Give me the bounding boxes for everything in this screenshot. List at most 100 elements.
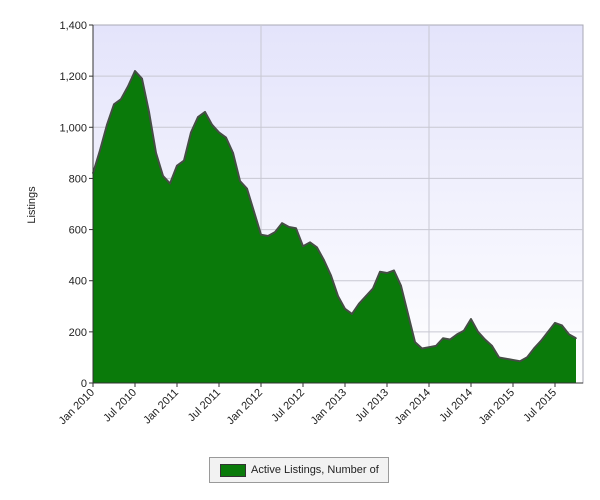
data-point bbox=[484, 338, 486, 341]
data-point bbox=[386, 272, 388, 274]
data-point bbox=[533, 347, 535, 350]
x-tick-label: Jan 2010 bbox=[57, 387, 97, 427]
data-point bbox=[470, 318, 472, 320]
data-point bbox=[127, 85, 129, 88]
data-point bbox=[435, 345, 437, 347]
y-tick-label: 1,200 bbox=[59, 71, 87, 83]
data-point bbox=[575, 337, 577, 340]
data-point bbox=[302, 245, 304, 247]
data-point bbox=[183, 159, 185, 162]
data-point bbox=[442, 337, 444, 340]
x-tick-label: Jul 2010 bbox=[101, 387, 139, 425]
data-point bbox=[260, 233, 262, 236]
data-point bbox=[218, 131, 220, 134]
data-point bbox=[309, 241, 311, 244]
data-point bbox=[421, 347, 423, 350]
legend-label: Active Listings, Number of bbox=[251, 464, 379, 476]
data-point bbox=[393, 269, 395, 272]
y-tick-label: 200 bbox=[69, 327, 87, 339]
data-point bbox=[428, 346, 430, 349]
legend-swatch bbox=[220, 463, 246, 477]
data-point bbox=[512, 359, 514, 361]
data-point bbox=[463, 329, 465, 332]
data-point bbox=[323, 259, 325, 262]
x-tick-label: Jul 2015 bbox=[521, 387, 559, 425]
data-point bbox=[554, 322, 556, 324]
data-point bbox=[351, 313, 353, 315]
x-tick-label: Jul 2014 bbox=[437, 387, 475, 425]
data-point bbox=[190, 131, 192, 134]
x-tick-label: Jul 2011 bbox=[186, 387, 223, 424]
x-tick-label: Jan 2015 bbox=[477, 387, 517, 427]
data-point bbox=[225, 136, 227, 139]
x-tick-label: Jul 2012 bbox=[269, 387, 307, 425]
data-point bbox=[113, 103, 115, 106]
data-point bbox=[141, 77, 143, 80]
data-point bbox=[176, 164, 178, 167]
data-point bbox=[267, 235, 269, 237]
data-point bbox=[148, 111, 150, 113]
data-point bbox=[155, 152, 157, 154]
series-area-layer bbox=[92, 70, 577, 383]
x-tick-labels: Jan 2010 Jul 2010 Jan 2011 Jul 2011 Jan 2012… bbox=[57, 387, 559, 427]
y-axis-title: Listings bbox=[26, 186, 38, 224]
y-tick-label: 800 bbox=[69, 173, 87, 185]
data-point bbox=[253, 210, 255, 213]
data-point bbox=[330, 274, 332, 277]
data-point bbox=[246, 187, 248, 190]
data-point bbox=[197, 116, 199, 118]
y-tick-label: 1,400 bbox=[59, 20, 87, 32]
data-point bbox=[120, 98, 122, 100]
data-point bbox=[162, 175, 164, 177]
x-tick-label: Jan 2014 bbox=[393, 387, 433, 427]
axes bbox=[89, 24, 583, 387]
data-point bbox=[211, 123, 213, 126]
data-point bbox=[526, 356, 528, 359]
data-point bbox=[232, 152, 234, 154]
data-point bbox=[505, 357, 507, 360]
data-point bbox=[400, 285, 402, 287]
data-point bbox=[134, 70, 136, 72]
data-point bbox=[449, 338, 451, 341]
data-point bbox=[491, 345, 493, 347]
y-tick-label: 600 bbox=[69, 225, 87, 237]
y-tick-labels: 0 200 400 600 800 1,000 1,200 1,400 bbox=[59, 20, 87, 390]
data-point bbox=[547, 331, 549, 333]
data-point bbox=[379, 270, 381, 273]
x-tick-label: Jan 2013 bbox=[309, 387, 349, 427]
data-point bbox=[274, 231, 276, 233]
data-point bbox=[288, 226, 290, 228]
data-point bbox=[568, 333, 570, 336]
data-point bbox=[106, 123, 108, 126]
data-point bbox=[414, 341, 416, 343]
data-point bbox=[519, 360, 521, 363]
x-tick-label: Jan 2012 bbox=[225, 387, 265, 427]
data-point bbox=[358, 302, 360, 305]
data-point bbox=[540, 340, 542, 342]
y-tick-label: 1,000 bbox=[59, 122, 87, 134]
series-area bbox=[93, 71, 576, 383]
data-point bbox=[169, 182, 171, 185]
data-point bbox=[204, 111, 206, 113]
data-point bbox=[477, 331, 479, 333]
data-point bbox=[239, 180, 241, 182]
data-point bbox=[498, 356, 500, 359]
data-point bbox=[99, 149, 101, 152]
data-point bbox=[316, 246, 318, 249]
data-point bbox=[295, 227, 297, 230]
legend: Active Listings, Number of bbox=[209, 457, 389, 483]
x-tick-label: Jul 2013 bbox=[353, 387, 391, 425]
data-point bbox=[372, 287, 374, 290]
data-point bbox=[344, 308, 346, 310]
y-tick-label: 400 bbox=[69, 276, 87, 288]
data-point bbox=[561, 324, 563, 327]
data-point bbox=[365, 295, 367, 297]
data-point bbox=[407, 313, 409, 315]
data-point bbox=[456, 333, 458, 336]
x-tick-label: Jan 2011 bbox=[141, 387, 181, 427]
data-point bbox=[281, 222, 283, 224]
series-line bbox=[92, 70, 577, 363]
data-point bbox=[337, 295, 339, 297]
